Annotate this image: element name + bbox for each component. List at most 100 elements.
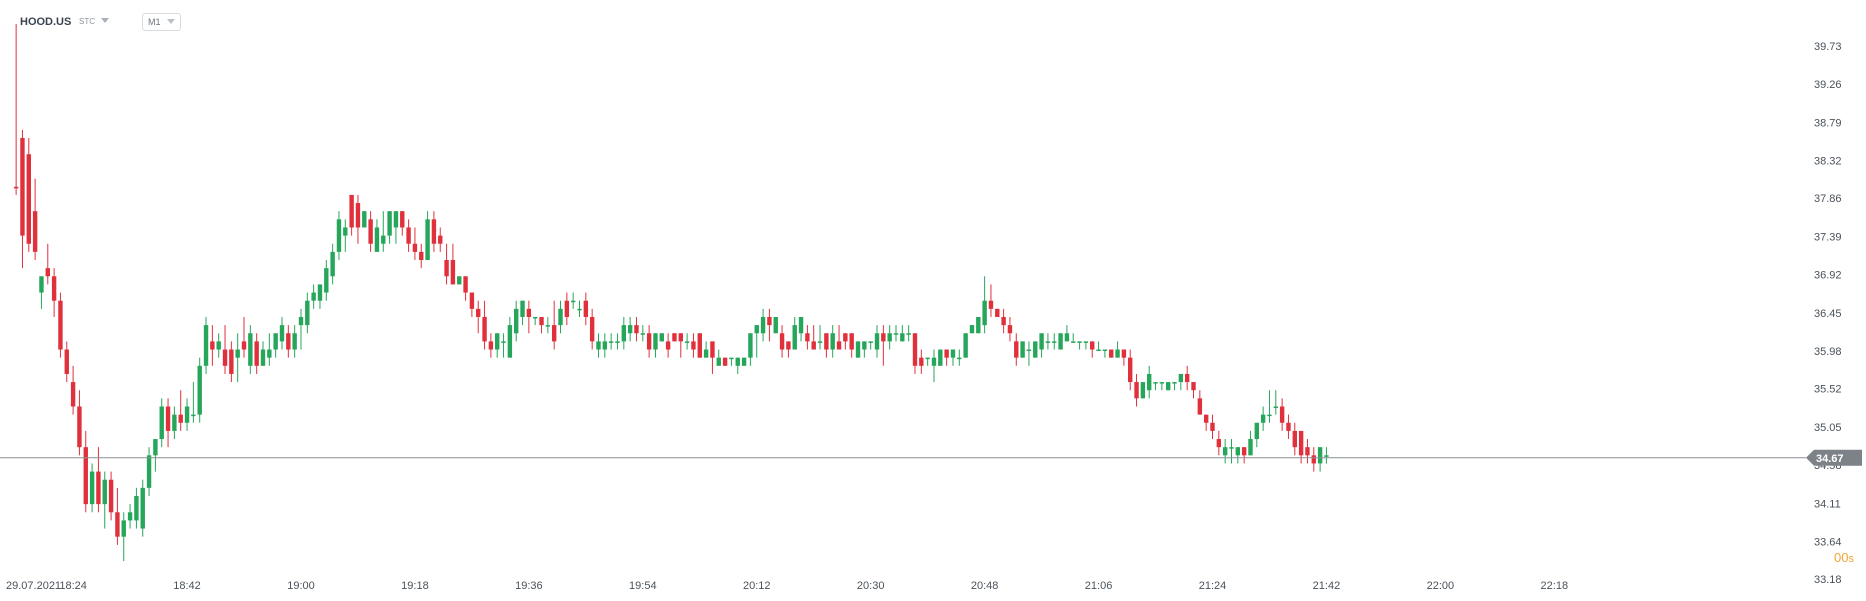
candle-body [1324, 455, 1329, 457]
candle-countdown: 00s [1834, 550, 1854, 565]
candle [653, 333, 658, 358]
candle-body [216, 341, 221, 350]
candle-body [488, 341, 494, 350]
candle [969, 325, 975, 334]
candle [1090, 341, 1095, 358]
timeframe-dropdown[interactable]: M1 [142, 13, 181, 31]
candle [222, 325, 228, 374]
candle-body [1305, 447, 1310, 456]
candle [887, 325, 892, 350]
candle [608, 333, 614, 350]
candle [184, 398, 190, 431]
candle [1311, 447, 1316, 472]
candle [995, 308, 1000, 317]
candle-body [127, 512, 133, 521]
candle [944, 349, 949, 366]
candle [773, 316, 778, 334]
candle-body [1128, 357, 1133, 383]
candle-body [1071, 341, 1076, 343]
candle-body [589, 316, 595, 342]
candle-body [646, 333, 652, 350]
candle-body [222, 349, 228, 366]
candle-body [1248, 439, 1253, 456]
candle [1317, 447, 1323, 472]
candle-body [96, 471, 101, 505]
candle-body [988, 300, 994, 309]
candle [374, 219, 380, 252]
candle [165, 398, 171, 448]
candle [216, 333, 221, 358]
candle-body [241, 341, 247, 350]
current-price-tag: 34.67 [1806, 449, 1862, 466]
y-tick-label: 35.98 [1814, 346, 1842, 358]
candle-body [1153, 382, 1158, 384]
candle [229, 341, 234, 383]
candle [697, 333, 702, 358]
candle-body [950, 349, 956, 358]
candle-body [881, 333, 886, 342]
candle-body [849, 333, 854, 350]
candle [1292, 422, 1297, 456]
candle-body [545, 325, 551, 327]
candle-body [330, 251, 335, 277]
candle [514, 300, 519, 342]
candle-body [273, 333, 278, 350]
candle-body [457, 276, 462, 285]
candle [570, 292, 576, 309]
candle [836, 325, 842, 350]
candle [482, 300, 487, 350]
candle [32, 178, 38, 261]
candle [70, 365, 76, 415]
candle-body [362, 211, 367, 228]
candle-body [773, 316, 778, 334]
candle-body [45, 268, 50, 277]
candle-body [381, 235, 386, 244]
candle-body [760, 316, 766, 334]
candle [716, 349, 721, 366]
y-tick-label: 39.26 [1814, 79, 1842, 91]
candle-body [172, 414, 177, 431]
candle-body [735, 357, 740, 366]
candle-body [640, 333, 646, 335]
x-tick-label: 22:00 [1427, 580, 1455, 592]
candle [457, 276, 462, 285]
candle-body [779, 333, 785, 350]
candle-body [925, 357, 930, 360]
candle [450, 243, 456, 285]
candle [210, 325, 215, 366]
y-tick-label: 37.86 [1814, 193, 1842, 205]
candle [798, 316, 804, 342]
candle [1229, 439, 1234, 464]
candle [963, 333, 968, 358]
candle [45, 243, 50, 285]
candle [127, 504, 133, 529]
x-tick-label: 19:00 [287, 580, 315, 592]
candle [20, 129, 25, 269]
candle-body [703, 349, 709, 358]
candle-body [874, 333, 880, 350]
candle [640, 325, 646, 342]
candle [1077, 341, 1082, 350]
candle-body [602, 341, 608, 350]
y-tick-label: 35.52 [1814, 384, 1842, 396]
candle [817, 325, 823, 350]
candle-body [70, 382, 76, 407]
candle-body [1184, 373, 1190, 383]
candle-body [115, 512, 120, 537]
price-type-dropdown[interactable]: STC [79, 17, 109, 26]
candle-body [178, 414, 183, 423]
candle [444, 243, 449, 285]
candle [596, 333, 601, 358]
candle-body [248, 333, 253, 366]
candle-body [754, 325, 759, 334]
candle-body [786, 341, 791, 350]
candle [583, 292, 589, 326]
candle-body [260, 349, 266, 366]
candle [748, 333, 753, 366]
candle-body [317, 284, 323, 301]
candle-body [583, 300, 589, 317]
candle-body [83, 447, 88, 505]
candle-body [191, 414, 196, 417]
candle [1071, 333, 1076, 343]
